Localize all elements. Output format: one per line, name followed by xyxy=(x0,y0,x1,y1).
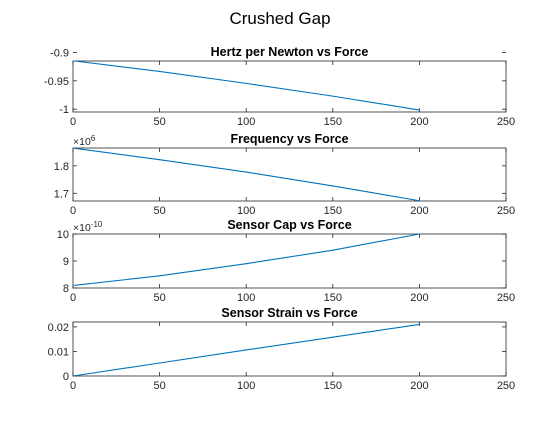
data-point xyxy=(418,109,420,111)
x-tick-label: 0 xyxy=(70,205,76,217)
y-tick-label: 8 xyxy=(63,283,69,295)
x-tick-label: 100 xyxy=(237,292,255,304)
x-tick-label: 100 xyxy=(237,380,255,392)
axes-box xyxy=(72,321,507,377)
data-point xyxy=(332,336,334,338)
x-tick-label: 0 xyxy=(70,380,76,392)
y-tick-label: -0.95 xyxy=(44,76,69,88)
data-point xyxy=(74,147,76,149)
x-tick-label: 100 xyxy=(237,205,255,217)
y-exponent-base: ×10 xyxy=(73,136,91,148)
axes-box xyxy=(72,147,507,202)
subplot-3: Sensor Cap vs Force 0 50 100 150 200 250 8 9 10 ×1… xyxy=(57,218,515,304)
y-tick-label: -0.9 xyxy=(50,48,69,60)
data-point xyxy=(159,275,161,277)
y-tick-label: 1.7 xyxy=(54,188,69,200)
x-tick-label: 100 xyxy=(237,116,255,128)
data-point xyxy=(245,82,247,84)
data-point xyxy=(418,323,420,326)
y-tick-label: 9 xyxy=(63,256,69,268)
x-tick-label: 150 xyxy=(324,380,342,392)
axes-box xyxy=(72,233,507,289)
subplot-title: Sensor Cap vs Force xyxy=(227,218,351,232)
x-tick-label: 200 xyxy=(410,292,428,304)
x-tick-label: 200 xyxy=(410,205,428,217)
y-exponent-power: -10 xyxy=(91,220,103,229)
data-point xyxy=(74,375,76,377)
subplot-2: Frequency vs Force 0 50 100 150 200 250 1.7 1.8 ×… xyxy=(54,132,515,217)
data-point xyxy=(245,349,247,351)
x-tick-label: 50 xyxy=(153,292,165,304)
x-tick-label: 50 xyxy=(153,205,165,217)
y-exponent-label: ×106 xyxy=(73,134,96,148)
data-point xyxy=(418,200,420,202)
x-tick-label: 200 xyxy=(410,380,428,392)
y-tick-label: 1.8 xyxy=(54,161,69,173)
x-tick-label: 250 xyxy=(497,380,515,392)
x-tick-label: 50 xyxy=(153,380,165,392)
x-tick-label: 0 xyxy=(70,292,76,304)
x-tick-label: 250 xyxy=(497,116,515,128)
y-exponent-label: ×10-10 xyxy=(73,220,103,234)
data-point xyxy=(159,70,161,73)
y-tick-label: 0.02 xyxy=(48,322,69,334)
y-tick-label: 10 xyxy=(57,229,69,241)
x-tick-label: 0 xyxy=(70,116,76,128)
data-point xyxy=(418,233,420,235)
data-point xyxy=(245,263,247,265)
x-tick-label: 250 xyxy=(497,292,515,304)
data-point xyxy=(332,185,334,187)
y-tick-label: 0.01 xyxy=(48,346,69,358)
data-point xyxy=(74,284,76,286)
data-point xyxy=(159,159,161,161)
data-point xyxy=(74,60,76,62)
x-tick-label: 50 xyxy=(153,116,165,128)
subplot-title: Frequency vs Force xyxy=(230,132,348,146)
x-tick-label: 200 xyxy=(410,116,428,128)
subplot-4: Sensor Strain vs Force 0 50 100 150 200 250 0 0.… xyxy=(48,306,516,392)
y-tick-label: -1 xyxy=(59,104,69,116)
figure-title: Crushed Gap xyxy=(229,9,330,28)
data-point xyxy=(245,171,247,173)
data-point xyxy=(332,249,334,251)
x-tick-label: 150 xyxy=(324,116,342,128)
x-tick-label: 150 xyxy=(324,292,342,304)
y-exponent-power: 6 xyxy=(91,134,96,143)
subplot-title: Sensor Strain vs Force xyxy=(221,306,357,320)
data-point xyxy=(332,95,334,97)
data-point xyxy=(159,362,161,364)
subplot-1: Hertz per Newton vs Force 0 50 100 150 200 250… xyxy=(44,45,515,128)
x-tick-label: 150 xyxy=(324,205,342,217)
y-tick-label: 0 xyxy=(63,371,69,383)
y-exponent-base: ×10 xyxy=(73,222,91,234)
x-tick-label: 250 xyxy=(497,205,515,217)
subplot-title: Hertz per Newton vs Force xyxy=(211,45,369,59)
